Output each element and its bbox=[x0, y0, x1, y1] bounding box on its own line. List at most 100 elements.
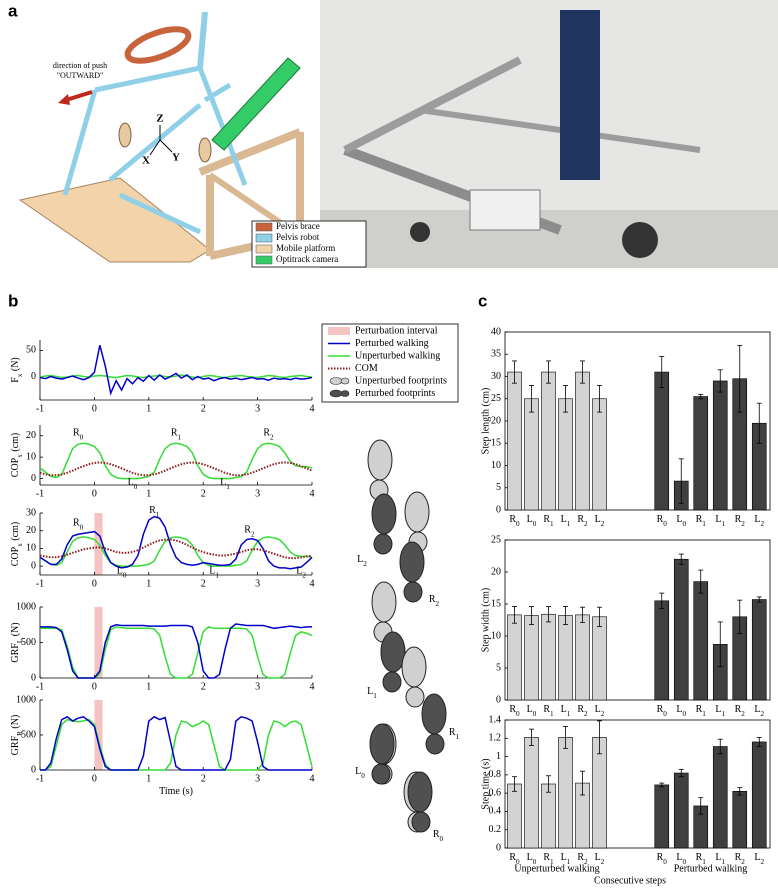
footprint-heel bbox=[411, 811, 431, 833]
subscript: 0 bbox=[80, 523, 84, 531]
subscript: 0 bbox=[516, 858, 520, 866]
subscript: 0 bbox=[533, 858, 537, 866]
y-tick-label: 10 bbox=[26, 543, 36, 554]
subscript: 1 bbox=[456, 733, 460, 741]
legend-label: Perturbed footprints bbox=[355, 388, 435, 399]
series-line bbox=[40, 623, 312, 679]
series-line bbox=[40, 715, 312, 771]
text-part: GRF bbox=[10, 643, 21, 663]
subscript: 0 bbox=[440, 835, 444, 843]
y-tick-label: 0.8 bbox=[489, 769, 502, 780]
y-axis-label: Step width (cm) bbox=[480, 588, 491, 652]
camera bbox=[211, 57, 301, 151]
legend-label: Unperturbed footprints bbox=[355, 375, 447, 386]
y-tick-label: 0 bbox=[31, 764, 36, 775]
x-tick-label: L2 bbox=[595, 514, 605, 527]
perturbation-band bbox=[94, 607, 103, 678]
subscript: 2 bbox=[601, 858, 605, 866]
text-part: R bbox=[543, 852, 550, 863]
step-annotation: R1 bbox=[149, 506, 160, 519]
x-tick-label: 3 bbox=[255, 578, 260, 589]
text-part: R bbox=[263, 428, 270, 439]
y-tick-label: 20 bbox=[491, 566, 501, 577]
x-tick-label: 0 bbox=[92, 488, 97, 499]
subscript: 0 bbox=[533, 520, 537, 528]
bar bbox=[558, 737, 573, 849]
x-tick-label: L2 bbox=[754, 514, 764, 527]
x-tick-label: -1 bbox=[36, 578, 44, 589]
x-tick-label: -1 bbox=[36, 773, 44, 784]
text-part: L bbox=[527, 514, 533, 525]
subscript: 2 bbox=[741, 520, 745, 528]
subscript: 1 bbox=[550, 710, 554, 718]
photo-frame bbox=[343, 56, 522, 154]
subscript: 1 bbox=[702, 858, 706, 866]
subscript: 0 bbox=[683, 858, 687, 866]
y-tick-label: 1.4 bbox=[489, 714, 502, 725]
y-tick-label: 15 bbox=[491, 598, 501, 609]
legend-foot bbox=[329, 389, 343, 398]
x-tick-label: 4 bbox=[310, 488, 315, 499]
subscript: 2 bbox=[270, 433, 274, 441]
x-tick-label: 1 bbox=[146, 578, 151, 589]
x-tick-label: L0 bbox=[676, 852, 686, 865]
y-tick-label: 0.6 bbox=[489, 787, 502, 798]
x-tick-label: 0 bbox=[92, 681, 97, 692]
text-part: L bbox=[355, 766, 361, 777]
subscript: 1 bbox=[550, 520, 554, 528]
subscript: 1 bbox=[567, 520, 571, 528]
y-tick-label: 0 bbox=[496, 694, 501, 705]
push-quote: "OUTWARD" bbox=[57, 71, 104, 80]
y-axis-label: Step length (cm) bbox=[480, 388, 491, 455]
y-tick-label: 25 bbox=[491, 393, 501, 404]
text-part: L bbox=[715, 704, 721, 715]
step-annotation: L0 bbox=[117, 566, 127, 579]
text-part: R bbox=[73, 428, 80, 439]
subscript: 2 bbox=[363, 560, 367, 568]
footprint-heel bbox=[371, 763, 391, 785]
y-axis-label: Fx (N) bbox=[10, 357, 23, 383]
robot-tube bbox=[203, 82, 232, 103]
text-part: R bbox=[696, 704, 703, 715]
footprint-heel bbox=[425, 733, 445, 755]
bar bbox=[673, 772, 689, 849]
axis-letter: Y bbox=[172, 152, 180, 164]
bar bbox=[524, 615, 539, 701]
text-part: R bbox=[449, 727, 456, 738]
bar bbox=[654, 371, 670, 511]
text-part: L bbox=[595, 514, 601, 525]
legend-label: Pelvis robot bbox=[276, 232, 320, 242]
x-tick-label: 2 bbox=[201, 488, 206, 499]
step-annotation: R2 bbox=[244, 525, 255, 538]
photo-wheel bbox=[622, 222, 658, 258]
text-part: L bbox=[676, 514, 682, 525]
photo-box bbox=[469, 189, 541, 231]
subscript: 2 bbox=[601, 710, 605, 718]
subscript: 0 bbox=[516, 710, 520, 718]
x-tick-label: R2 bbox=[735, 852, 746, 865]
pelvis-brace bbox=[124, 26, 192, 64]
text-part: L bbox=[209, 566, 215, 577]
bar bbox=[693, 396, 709, 511]
foot bbox=[198, 137, 212, 163]
text-part: R bbox=[696, 514, 703, 525]
robot-tube bbox=[108, 103, 202, 182]
text-part: R bbox=[149, 506, 156, 517]
subscript: 2 bbox=[584, 710, 588, 718]
subscript: 0 bbox=[361, 772, 365, 780]
text-part: R bbox=[429, 594, 436, 605]
legend-swatch bbox=[255, 222, 273, 232]
y-tick-label: 30 bbox=[491, 371, 501, 382]
text-part: R bbox=[73, 518, 80, 529]
subscript: 0 bbox=[683, 520, 687, 528]
subscript: 0 bbox=[683, 710, 687, 718]
x-tick-label: L2 bbox=[595, 704, 605, 717]
x-tick-label: L1 bbox=[561, 852, 571, 865]
subscript: 0 bbox=[663, 520, 667, 528]
photo-wheel bbox=[410, 222, 430, 242]
footprint-heel bbox=[382, 671, 402, 693]
subscript: 0 bbox=[663, 710, 667, 718]
subscript: 2 bbox=[741, 710, 745, 718]
x-tick-label: 3 bbox=[255, 488, 260, 499]
